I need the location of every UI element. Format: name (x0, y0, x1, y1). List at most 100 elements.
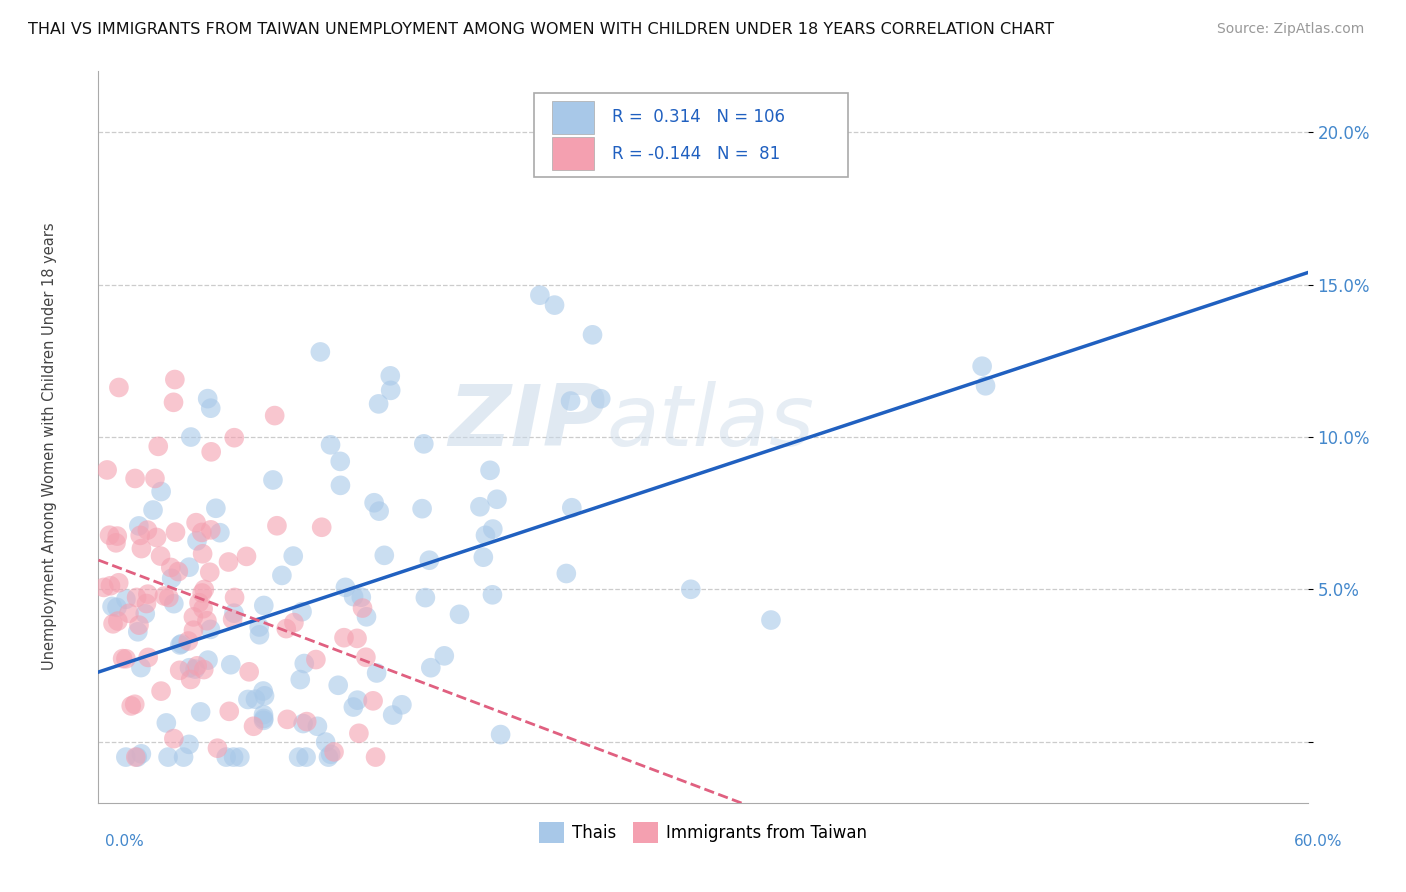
Point (191, 586, 214, 600)
Point (295, 750, 318, 764)
Point (482, 522, 505, 536)
Point (170, 637, 193, 651)
Point (218, 704, 240, 718)
Point (219, 657, 242, 672)
Point (163, 597, 186, 611)
Point (329, 478, 352, 492)
Point (105, 536, 128, 550)
Point (186, 658, 208, 673)
Point (291, 605, 314, 619)
Point (292, 657, 315, 671)
Point (329, 454, 352, 468)
Point (191, 601, 214, 615)
Point (253, 599, 276, 613)
Point (415, 591, 437, 605)
Point (205, 501, 228, 516)
Point (215, 750, 238, 764)
Point (107, 575, 129, 590)
Point (236, 692, 259, 706)
Point (319, 438, 342, 452)
Point (142, 503, 165, 517)
Point (120, 698, 142, 713)
Point (412, 437, 434, 451)
Point (131, 541, 153, 556)
Point (333, 631, 356, 645)
Text: 60.0%: 60.0% (1295, 834, 1343, 849)
Point (150, 684, 173, 698)
Point (411, 501, 433, 516)
Point (200, 445, 222, 459)
Point (157, 591, 180, 605)
Point (157, 750, 180, 764)
Text: THAI VS IMMIGRANTS FROM TAIWAN UNEMPLOYMENT AMONG WOMEN WITH CHILDREN UNDER 18 Y: THAI VS IMMIGRANTS FROM TAIWAN UNEMPLOYM… (28, 22, 1054, 37)
Text: R =  0.314   N = 106: R = 0.314 N = 106 (613, 108, 786, 126)
Point (253, 711, 276, 725)
Point (318, 750, 340, 764)
Point (128, 519, 150, 533)
Point (363, 496, 385, 510)
Point (197, 392, 219, 406)
Point (266, 518, 288, 533)
Point (177, 634, 200, 648)
Point (252, 684, 274, 698)
Point (136, 523, 159, 537)
Point (759, 613, 782, 627)
Point (380, 384, 402, 398)
Point (125, 750, 148, 764)
Point (364, 750, 387, 764)
Point (276, 712, 298, 726)
Point (105, 600, 128, 615)
Point (529, 288, 551, 302)
Point (143, 471, 166, 485)
Point (479, 463, 502, 477)
Point (350, 591, 373, 605)
Point (245, 692, 267, 706)
Point (346, 632, 368, 646)
Point (193, 582, 215, 597)
Point (342, 590, 364, 604)
Point (118, 607, 141, 621)
Point (295, 714, 318, 729)
Point (107, 614, 129, 628)
Point (319, 747, 342, 762)
Point (191, 525, 214, 540)
Point (224, 591, 246, 605)
Point (489, 728, 512, 742)
Point (222, 606, 245, 620)
Point (224, 431, 246, 445)
Point (292, 716, 315, 731)
Point (972, 359, 994, 374)
Point (169, 663, 191, 677)
Point (468, 500, 491, 514)
Point (183, 610, 205, 624)
Point (136, 587, 159, 601)
Point (679, 582, 702, 597)
Point (177, 737, 200, 751)
Point (186, 533, 208, 548)
Point (485, 492, 508, 507)
Point (195, 614, 218, 628)
Point (129, 528, 152, 542)
Point (311, 520, 333, 534)
Point (229, 750, 252, 764)
Point (242, 719, 264, 733)
Point (193, 663, 215, 677)
Point (221, 612, 243, 626)
Point (153, 589, 176, 603)
Point (190, 705, 212, 719)
Point (481, 588, 503, 602)
Point (115, 750, 138, 764)
Point (315, 735, 337, 749)
Point (391, 698, 413, 712)
Point (197, 653, 219, 667)
Point (381, 708, 404, 723)
Point (262, 473, 284, 487)
Point (366, 665, 388, 680)
Point (150, 484, 173, 499)
Point (200, 523, 222, 537)
Point (307, 719, 329, 733)
Point (188, 596, 211, 610)
Point (974, 379, 997, 393)
Point (200, 623, 222, 637)
Text: Unemployment Among Women with Children Under 18 years: Unemployment Among Women with Children U… (42, 222, 56, 670)
